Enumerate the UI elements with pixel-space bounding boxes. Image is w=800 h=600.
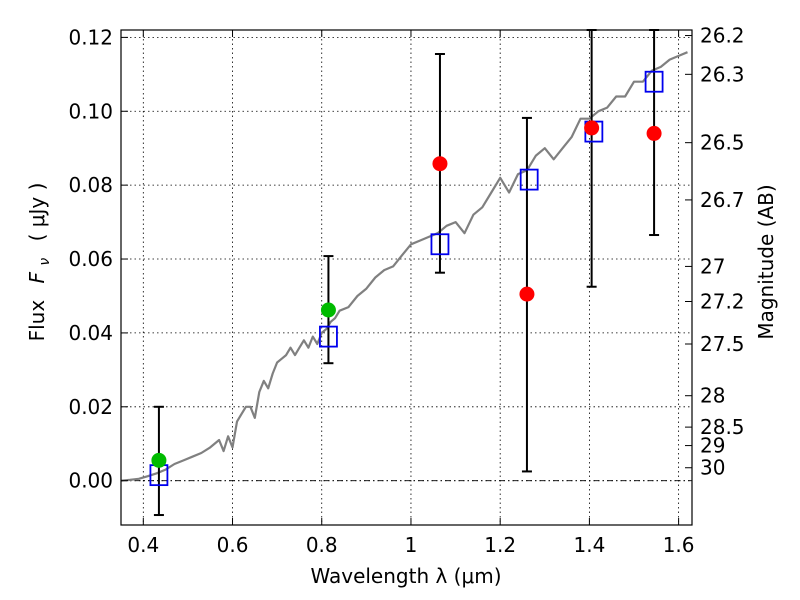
observed-flux-point	[151, 452, 167, 468]
y-axis-label: Flux F ν ( μJy )	[25, 183, 54, 342]
observed-flux-point	[646, 125, 662, 141]
y-axis-label-subscript: ν	[37, 258, 53, 266]
y-tick-label: 0.12	[68, 25, 113, 49]
observed-flux-point	[584, 120, 600, 136]
x-tick-label: 1.4	[573, 533, 605, 557]
y-tick-label: 0.00	[68, 469, 113, 493]
model-spectrum-layer	[120, 51, 688, 482]
x-tick-label: 0.6	[217, 533, 249, 557]
y-axis-label-symbol: F	[25, 271, 49, 283]
observed-flux-point	[432, 156, 448, 172]
x-tick-label: 1	[405, 533, 418, 557]
y-tick-label: 0.06	[68, 247, 113, 271]
x-tick-label: 1.2	[484, 533, 516, 557]
y-axis-label-unit: ( μJy )	[25, 183, 49, 242]
y-tick-label: 0.02	[68, 395, 113, 419]
y-right-tick-label: 27	[700, 254, 725, 278]
y-axis-label-right: Magnitude (AB)	[754, 184, 778, 339]
y-tick-label: 0.10	[68, 99, 113, 123]
observed-flux-point	[519, 286, 535, 302]
y-right-tick-label: 26.5	[700, 131, 745, 155]
model-photometry-point	[519, 168, 539, 191]
y-right-tick-label: 27.2	[700, 290, 745, 314]
x-tick-label: 0.8	[306, 533, 338, 557]
model-photometry-point	[319, 325, 338, 348]
markers-layer	[149, 70, 664, 487]
y-right-tick-label: 26.2	[700, 24, 745, 48]
y-tick-label: 0.04	[68, 321, 113, 345]
y-right-tick-label: 28	[700, 384, 725, 408]
grid-layer	[121, 30, 692, 525]
y-right-tick-label: 26.7	[700, 188, 745, 212]
y-right-tick-label: 26.3	[700, 62, 745, 86]
observed-flux-point	[320, 302, 336, 318]
y-right-tick-label: 29	[700, 434, 725, 458]
x-tick-label: 1.6	[663, 533, 695, 557]
model-photometry-point	[644, 70, 664, 93]
model-spectrum-line	[120, 51, 688, 482]
y-right-tick-label: 28.5	[700, 415, 745, 439]
y-right-tick-label: 30	[700, 456, 725, 480]
tick-layer: 0.4 0.6 0.8 1 1.2 1.4 1.6 0.00 0.02 0.04 0.06 0.08 0…	[68, 24, 744, 557]
x-tick-label: 0.4	[127, 533, 159, 557]
y-axis-label-prefix: Flux	[25, 300, 49, 342]
y-tick-label: 0.08	[68, 173, 113, 197]
y-right-tick-label: 27.5	[700, 332, 745, 356]
model-photometry-point	[430, 233, 450, 256]
x-axis-label: Wavelength λ (μm)	[310, 564, 501, 588]
plot-frame	[120, 29, 693, 526]
